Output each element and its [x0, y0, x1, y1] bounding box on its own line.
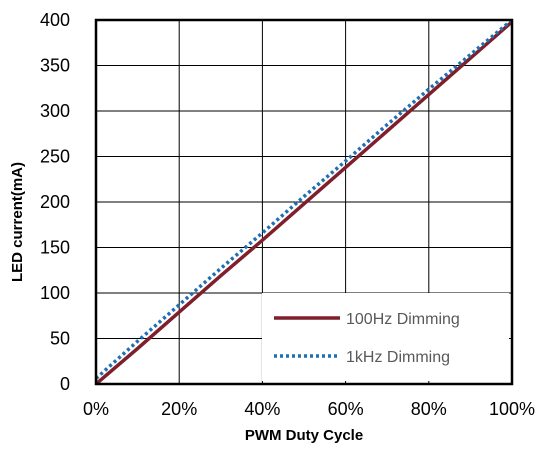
- series-line-2: [94, 18, 514, 380]
- x-tick-label: 40%: [244, 399, 280, 419]
- y-tick-label: 300: [40, 101, 70, 121]
- y-tick-label: 50: [50, 329, 70, 349]
- y-tick-labels: 0 50 100 150 200 250 300 350 400: [40, 10, 70, 394]
- x-tick-labels: 0% 20% 40% 60% 80% 100%: [83, 399, 535, 419]
- x-tick-label: 100%: [489, 399, 535, 419]
- series-line-1: [94, 20, 514, 386]
- x-tick-label: 80%: [411, 399, 447, 419]
- y-tick-label: 350: [40, 56, 70, 76]
- grid: [96, 20, 512, 384]
- y-tick-label: 250: [40, 147, 70, 167]
- legend: 100Hz Dimming 1kHz Dimming: [262, 293, 509, 381]
- x-tick-label: 0%: [83, 399, 109, 419]
- legend-label-1: 100Hz Dimming: [346, 311, 460, 328]
- y-tick-label: 0: [60, 374, 70, 394]
- y-tick-label: 100: [40, 283, 70, 303]
- y-tick-label: 150: [40, 238, 70, 258]
- series-layer: [94, 18, 514, 386]
- plot-frame: [94, 18, 514, 386]
- legend-label-2: 1kHz Dimming: [346, 349, 450, 366]
- legend-box: [262, 293, 509, 381]
- y-tick-label: 400: [40, 10, 70, 30]
- y-axis-title: LED current(mA): [9, 162, 26, 282]
- x-axis-title: PWM Duty Cycle: [245, 427, 363, 444]
- x-tick-label: 60%: [328, 399, 364, 419]
- x-tick-label: 20%: [161, 399, 197, 419]
- y-tick-label: 200: [40, 192, 70, 212]
